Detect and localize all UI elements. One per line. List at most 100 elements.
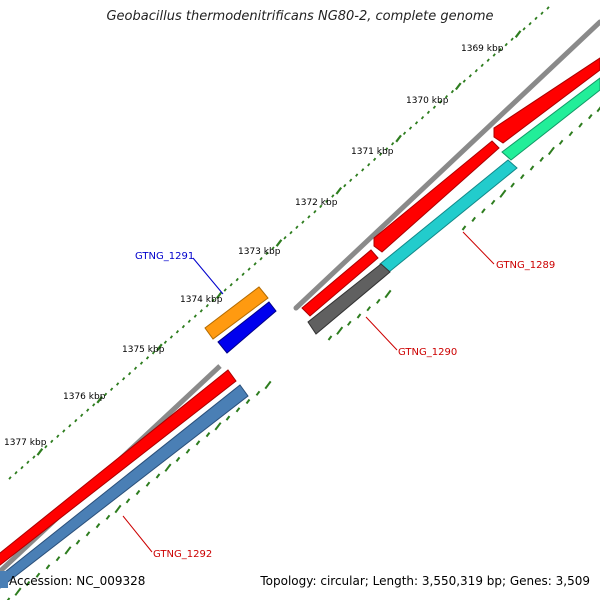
ruler-minor-tick xyxy=(390,142,395,146)
lower-tick xyxy=(14,587,22,596)
cds-steel-blue-gtng-1292[interactable] xyxy=(0,384,249,592)
cds-orange[interactable] xyxy=(204,286,269,340)
ruler-minor-tick xyxy=(199,309,203,313)
ruler-minor-tick xyxy=(432,105,437,109)
ruler-minor-tick xyxy=(175,330,180,334)
ruler-minor-tick xyxy=(26,460,30,465)
gene-label-gtng-1292[interactable]: GTNG_1292 xyxy=(153,549,212,560)
genome-title: Geobacillus thermodenitrificans NG80-2, … xyxy=(106,9,494,24)
lower-tick xyxy=(568,131,574,137)
backbone-upper xyxy=(293,19,600,311)
ruler-minor-tick xyxy=(522,27,526,31)
ruler-minor-tick xyxy=(115,382,120,386)
ruler-label-1372: 1372 kbp xyxy=(295,198,338,208)
lower-tick xyxy=(375,298,381,304)
ruler-minor-tick xyxy=(462,79,466,83)
cds-red-upper-mid[interactable] xyxy=(373,140,500,253)
lower-tick xyxy=(145,481,151,487)
lower-tick xyxy=(366,306,372,312)
ruler-minor-tick xyxy=(468,74,472,78)
lower-tick xyxy=(264,380,272,390)
lower-tick xyxy=(529,165,535,171)
ruler-minor-tick xyxy=(121,377,126,381)
ruler-minor-tick xyxy=(325,199,329,203)
ruler-minor-tick xyxy=(56,434,60,438)
ruler-minor-tick xyxy=(145,356,150,360)
ruler-minor-tick xyxy=(241,272,245,277)
lower-tick xyxy=(578,122,583,128)
leader-gtng-1290 xyxy=(365,316,398,351)
cds-blue-gtng-1291[interactable] xyxy=(217,301,277,354)
ruler-minor-tick xyxy=(44,444,48,449)
ruler-minor-tick xyxy=(343,183,347,188)
ruler-label-1369: 1369 kbp xyxy=(461,44,504,54)
cds-green[interactable] xyxy=(501,77,600,161)
ruler-major-tick xyxy=(275,239,283,247)
lower-tick xyxy=(135,489,141,496)
cds-steel-blue-edge[interactable] xyxy=(0,571,8,588)
ruler-minor-tick xyxy=(289,230,293,235)
ruler-minor-tick xyxy=(534,16,538,21)
cds-red-lower[interactable] xyxy=(0,369,237,569)
ruler-label-1370: 1370 kbp xyxy=(406,96,449,106)
lower-tick xyxy=(185,448,191,454)
lower-tick xyxy=(346,320,352,326)
ruler-minor-tick xyxy=(187,319,191,324)
genome-summary-text: Topology: circular; Length: 3,550,319 bp… xyxy=(260,574,590,588)
ruler-minor-tick xyxy=(480,63,484,68)
ruler-minor-tick xyxy=(247,267,251,271)
ruler-minor-tick xyxy=(349,178,353,183)
lower-tick xyxy=(55,556,61,562)
ruler-minor-tick xyxy=(438,100,443,104)
ruler-label-1376: 1376 kbp xyxy=(63,392,106,402)
ruler-minor-tick xyxy=(151,350,156,355)
gene-label-gtng-1289[interactable]: GTNG_1289 xyxy=(496,260,555,271)
ruler-minor-tick xyxy=(181,324,186,329)
lower-tick xyxy=(510,182,515,188)
ruler-minor-tick xyxy=(127,371,132,376)
ruler-minor-tick xyxy=(313,209,317,214)
cds-dark-grey-gtng-1290[interactable] xyxy=(307,263,391,335)
ruler-major-tick xyxy=(335,186,343,195)
ruler-minor-tick xyxy=(420,115,425,120)
leader-gtng-1291 xyxy=(192,257,224,295)
lower-tick xyxy=(490,199,496,205)
lower-tick xyxy=(245,398,251,405)
cds-red-upper-right[interactable] xyxy=(493,57,600,144)
lower-tick xyxy=(327,335,333,341)
ruler-minor-tick xyxy=(474,68,478,73)
lower-tick xyxy=(596,106,600,113)
ruler-minor-tick xyxy=(211,298,215,303)
ruler-minor-tick xyxy=(92,403,96,407)
ruler-minor-tick xyxy=(528,21,532,26)
ruler-minor-tick xyxy=(229,283,233,287)
ruler-label-1371: 1371 kbp xyxy=(351,147,394,157)
ruler-minor-tick xyxy=(62,429,66,433)
ruler-minor-tick xyxy=(14,471,18,475)
lower-tick xyxy=(481,208,486,214)
lower-tick xyxy=(64,546,72,555)
lower-tick xyxy=(539,156,545,162)
ruler-minor-tick xyxy=(109,387,114,391)
ruler-minor-tick xyxy=(8,476,12,480)
ruler-label-1374: 1374 kbp xyxy=(180,295,223,305)
lower-tick xyxy=(384,289,392,299)
ruler-minor-tick xyxy=(504,42,508,47)
lower-tick xyxy=(105,514,111,520)
ruler-track xyxy=(8,6,550,480)
lower-tick xyxy=(175,456,181,462)
ruler-minor-tick xyxy=(265,251,269,256)
accession-text: Accession: NC_009328 xyxy=(9,574,146,588)
gene-label-gtng-1290[interactable]: GTNG_1290 xyxy=(398,347,457,358)
gene-label-gtng-1291[interactable]: GTNG_1291 xyxy=(135,251,194,262)
ruler-minor-tick xyxy=(169,335,174,339)
cds-red-upper-left[interactable] xyxy=(301,249,379,317)
ruler-minor-tick xyxy=(283,236,287,240)
ruler-minor-tick xyxy=(295,225,299,230)
ruler-minor-tick xyxy=(163,340,168,344)
lower-tick xyxy=(461,225,467,231)
ruler-minor-tick xyxy=(414,121,419,125)
lower-tick xyxy=(225,415,231,421)
ruler-minor-tick xyxy=(223,288,227,292)
ruler-minor-tick xyxy=(510,37,514,42)
